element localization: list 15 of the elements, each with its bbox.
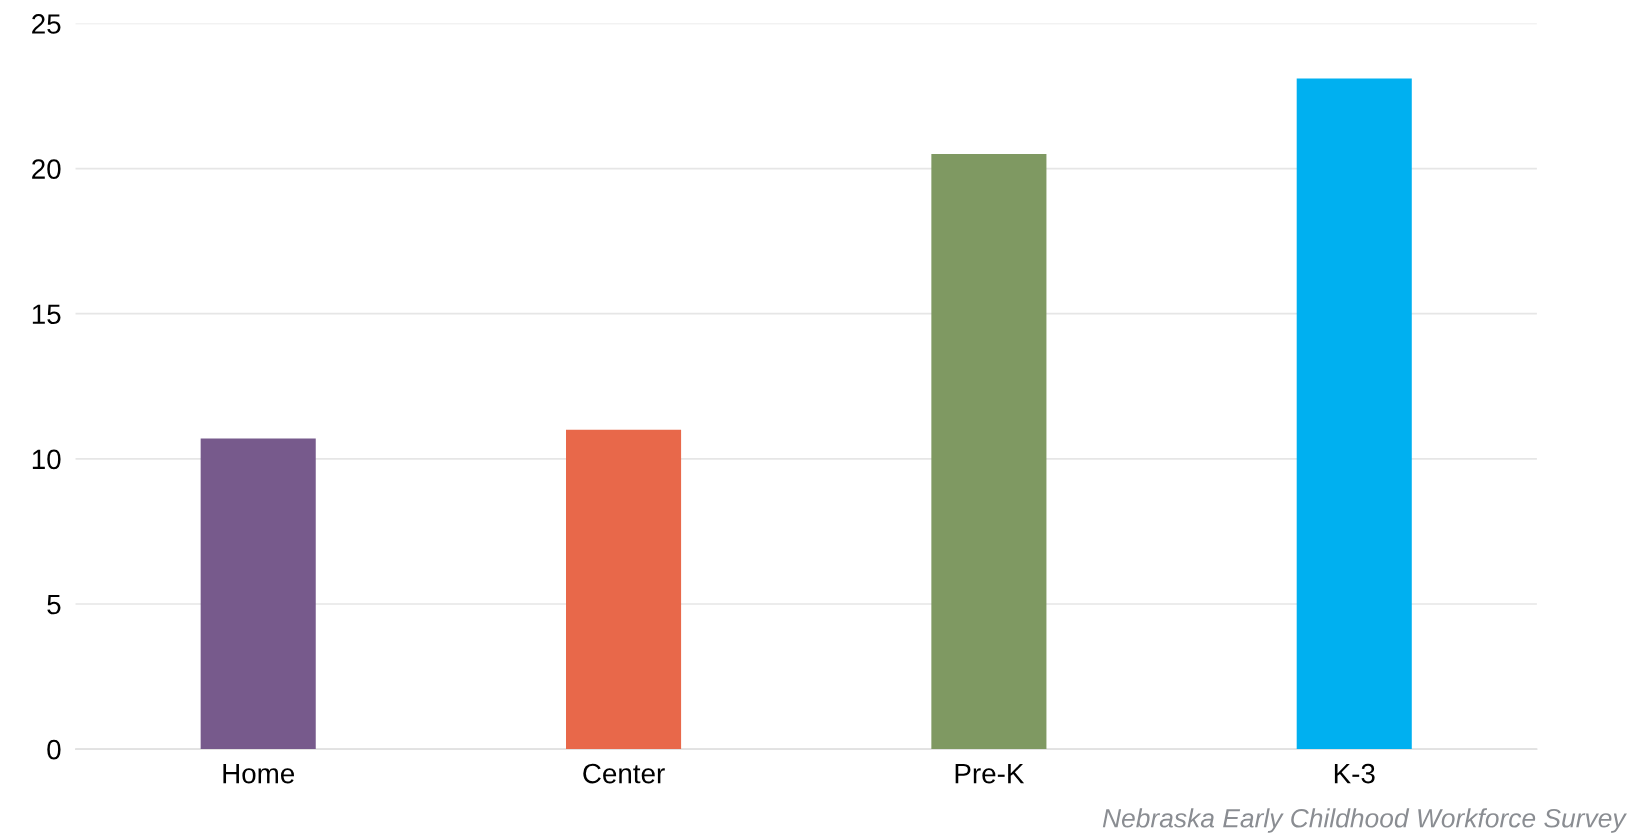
x-tick-label: Pre-K: [955, 764, 1025, 784]
y-tick-label: 25: [32, 14, 61, 34]
y-tick-label: 5: [47, 594, 61, 615]
y-tick-label: 10: [32, 449, 61, 470]
x-tick-label: Home: [223, 764, 295, 784]
text: Nebraska Early Childhood Workforce Survey: [1102, 808, 1627, 833]
bar: [566, 429, 682, 750]
y-tick-label: 0: [47, 739, 61, 760]
bar: [931, 154, 1047, 750]
bar: [1296, 78, 1412, 750]
y-tick-label: 15: [32, 304, 61, 325]
bar: [200, 438, 316, 750]
x-tick-label: Center: [583, 763, 665, 784]
x-tick-label: K-3: [1334, 763, 1375, 784]
y-tick-label: 20: [32, 159, 61, 179]
